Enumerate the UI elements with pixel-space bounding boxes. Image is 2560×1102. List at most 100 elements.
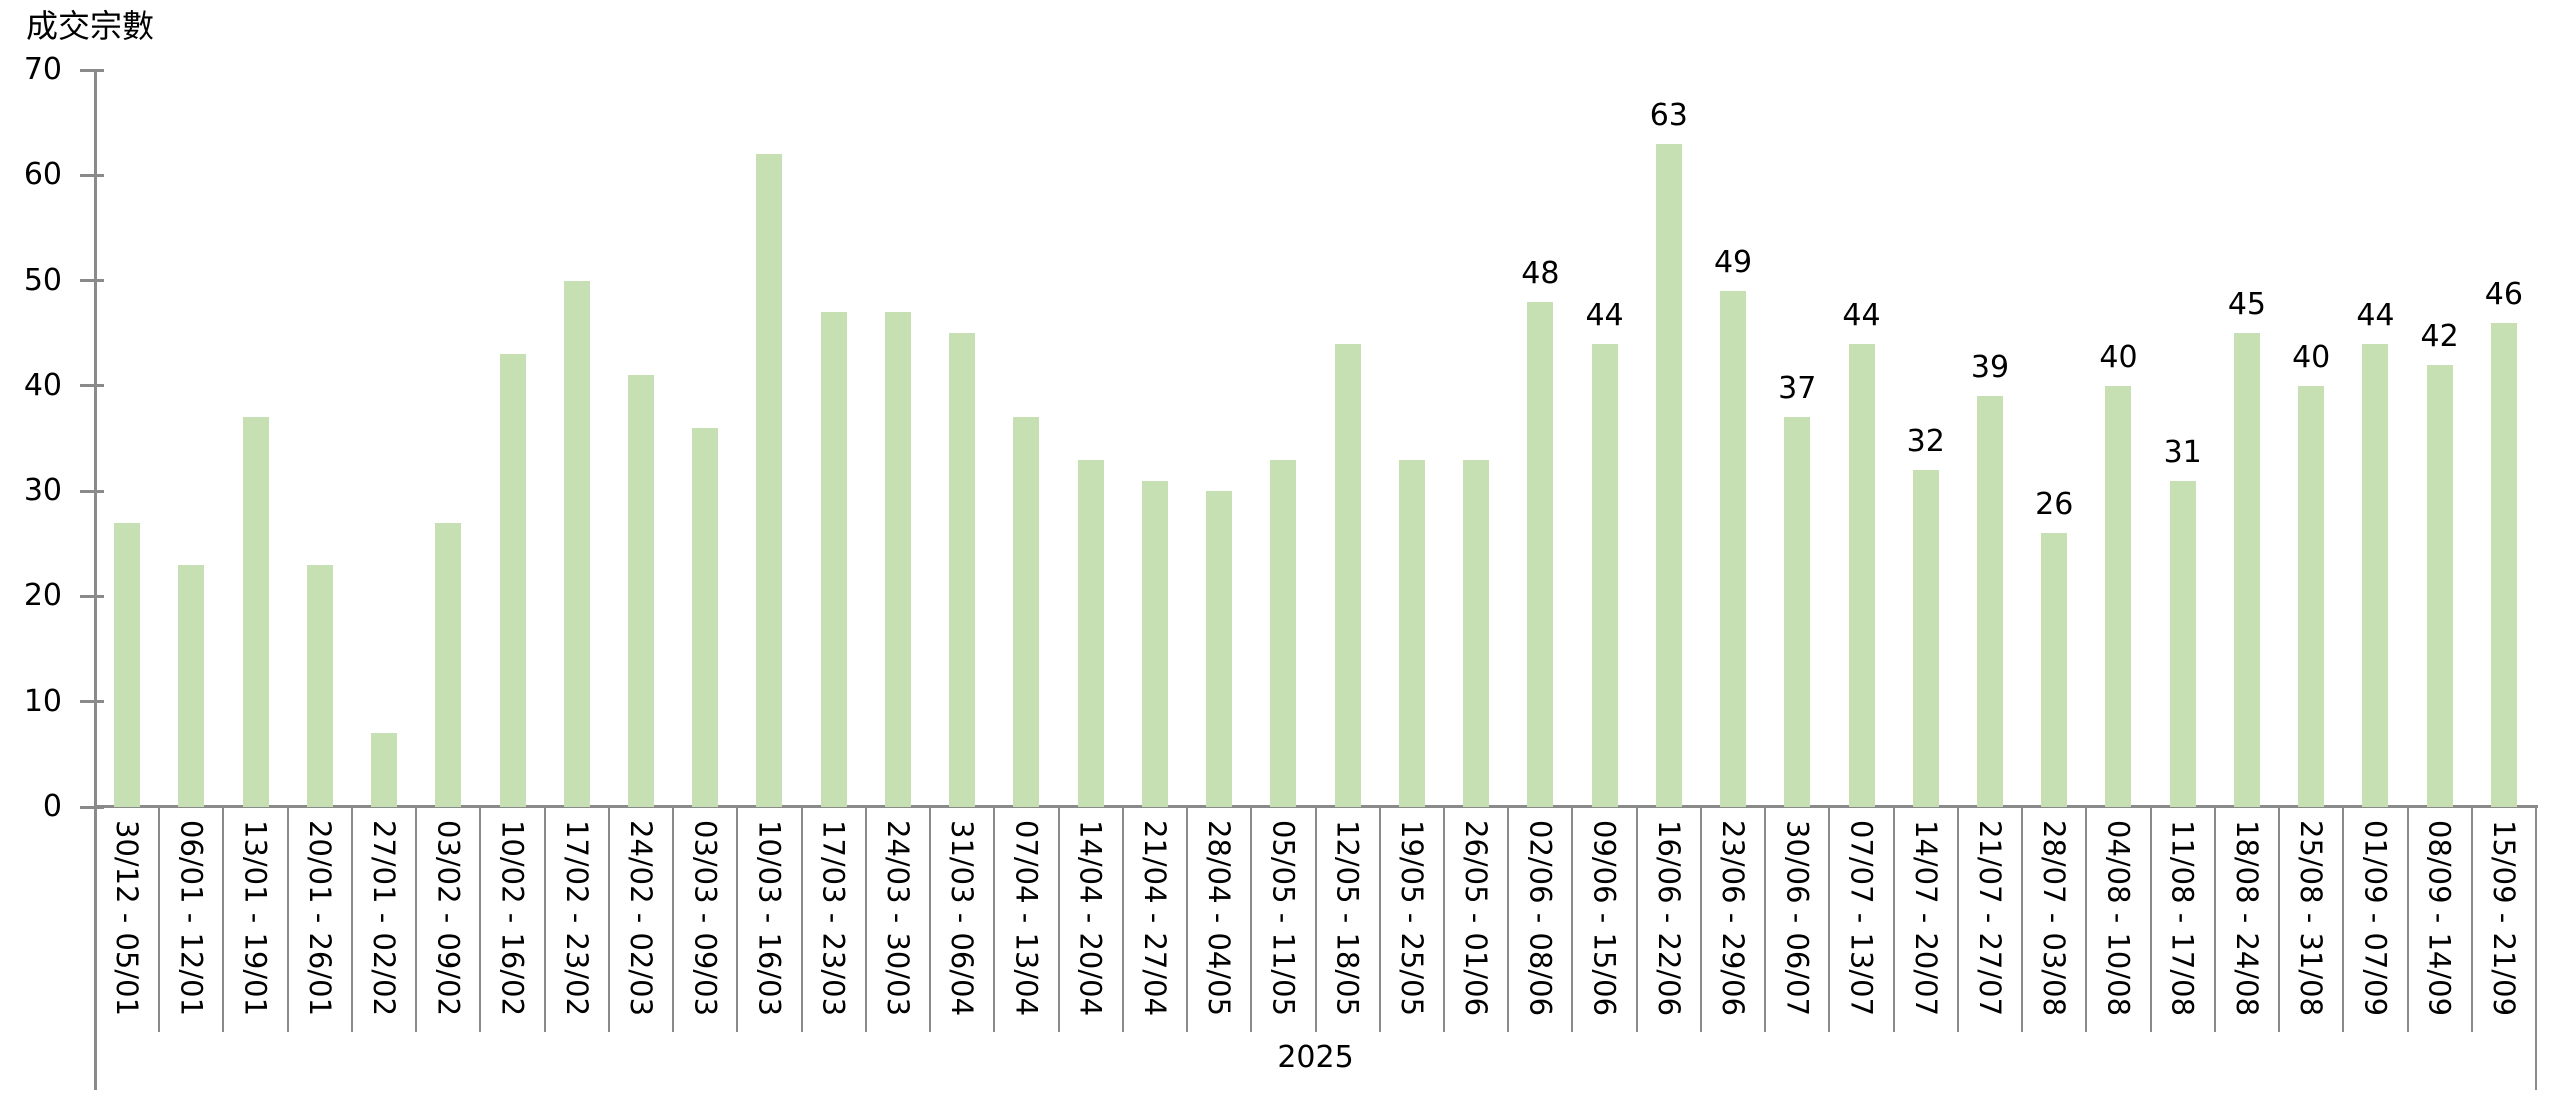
bar	[2426, 364, 2453, 807]
category-separator	[1956, 807, 1959, 1032]
x-tick-label: 07/04 - 13/04	[1009, 820, 1044, 1017]
bar	[1720, 291, 1747, 807]
bar	[1013, 417, 1040, 807]
x-tick-label: 14/04 - 20/04	[1073, 820, 1108, 1017]
y-tick-mark	[80, 384, 104, 388]
x-tick-label: 04/08 - 10/08	[2101, 820, 2136, 1017]
x-tick-label: 19/05 - 25/05	[1394, 820, 1429, 1017]
bar	[692, 427, 719, 807]
x-tick-label: 24/03 - 30/03	[880, 820, 915, 1017]
bar	[628, 375, 654, 807]
bar	[1784, 417, 1811, 807]
category-separator	[672, 807, 675, 1032]
bar-value-label: 31	[2163, 434, 2202, 470]
bar-value-label: 48	[1521, 255, 1560, 291]
y-axis-line	[94, 69, 97, 1090]
category-separator	[1314, 807, 1317, 1032]
y-tick-mark	[80, 279, 104, 283]
y-tick-label: 10	[23, 683, 62, 719]
y-tick-label: 30	[23, 473, 62, 509]
bar-value-label: 42	[2420, 318, 2459, 354]
x-tick-label: 17/03 - 23/03	[816, 820, 851, 1017]
y-tick-mark	[80, 700, 104, 704]
x-tick-label: 01/09 - 07/09	[2358, 820, 2393, 1017]
y-tick-mark	[80, 489, 104, 493]
x-tick-label: 28/04 - 04/05	[1202, 820, 1237, 1017]
bar	[2362, 343, 2389, 807]
bar	[371, 733, 398, 807]
bar	[2298, 385, 2325, 807]
category-separator	[1828, 807, 1831, 1032]
x-tick-label: 31/03 - 06/04	[945, 820, 980, 1017]
x-axis-year-label: 2025	[1277, 1040, 1354, 1075]
y-tick-label: 50	[23, 262, 62, 298]
y-tick-mark	[80, 805, 104, 809]
bar	[1976, 396, 2003, 807]
x-tick-label: 23/06 - 29/06	[1716, 820, 1751, 1017]
bar	[949, 333, 976, 807]
bar	[1848, 343, 1875, 807]
x-tick-label: 16/06 - 22/06	[1651, 820, 1686, 1017]
bar-value-label: 40	[2292, 339, 2331, 375]
bar	[2490, 322, 2517, 807]
category-separator	[1892, 807, 1895, 1032]
bar	[756, 154, 783, 807]
chart-title: 成交宗數	[26, 7, 155, 45]
category-separator	[2021, 807, 2024, 1032]
bar-value-label: 46	[2484, 276, 2523, 312]
bar	[1463, 459, 1490, 807]
category-separator	[1571, 807, 1574, 1032]
category-separator	[286, 807, 289, 1032]
x-tick-label: 24/02 - 02/03	[624, 820, 658, 1017]
x-tick-label: 20/01 - 26/01	[302, 820, 337, 1017]
x-tick-label: 10/02 - 16/02	[495, 820, 530, 1017]
x-tick-label: 11/08 - 17/08	[2165, 820, 2200, 1017]
category-separator	[350, 807, 353, 1032]
x-tick-label: 21/07 - 27/07	[1972, 820, 2007, 1017]
bar	[2041, 533, 2068, 807]
category-separator	[2278, 807, 2281, 1032]
bar-value-label: 63	[1649, 97, 1688, 133]
y-tick-mark	[80, 594, 104, 598]
bar	[1591, 343, 1618, 807]
y-tick-label: 70	[23, 52, 62, 87]
category-separator	[158, 807, 161, 1032]
category-separator	[736, 807, 739, 1032]
bar	[178, 564, 205, 807]
bar	[820, 312, 847, 807]
x-tick-label: 30/06 - 06/07	[1780, 820, 1815, 1017]
x-tick-label: 05/05 - 11/05	[1266, 820, 1301, 1017]
category-separator	[1507, 807, 1510, 1032]
category-separator	[1635, 807, 1638, 1032]
category-separator	[1699, 807, 1702, 1032]
bar	[114, 522, 141, 807]
bar	[435, 522, 462, 807]
bar-value-label: 39	[1970, 350, 2010, 386]
category-separator	[1250, 807, 1253, 1032]
x-tick-label: 10/03 - 16/03	[752, 820, 787, 1017]
bar-value-label: 45	[2227, 287, 2267, 323]
category-separator	[607, 807, 610, 1032]
bar	[1527, 301, 1554, 807]
x-tick-label: 02/06 - 08/06	[1523, 820, 1558, 1017]
bar	[2169, 480, 2196, 807]
bar-value-label: 44	[1585, 297, 1624, 333]
y-tick-label: 40	[23, 367, 62, 403]
category-separator	[800, 807, 803, 1032]
category-separator	[1764, 807, 1767, 1032]
bar	[306, 564, 333, 807]
bar	[1141, 480, 1168, 807]
bar-value-label: 49	[1713, 245, 1753, 281]
category-separator	[864, 807, 867, 1032]
y-tick-label: 0	[42, 789, 62, 824]
bar	[2105, 385, 2132, 807]
x-tick-label: 26/05 - 01/06	[1459, 820, 1494, 1017]
x-tick-label: 03/02 - 09/02	[431, 820, 466, 1017]
x-tick-label: 06/01 - 12/01	[174, 820, 209, 1017]
x-tick-label: 18/08 - 24/08	[2229, 820, 2264, 1017]
x-axis-line	[94, 805, 2538, 808]
bar-value-label: 44	[2356, 297, 2395, 333]
bar	[2233, 333, 2260, 807]
bar	[499, 354, 526, 807]
